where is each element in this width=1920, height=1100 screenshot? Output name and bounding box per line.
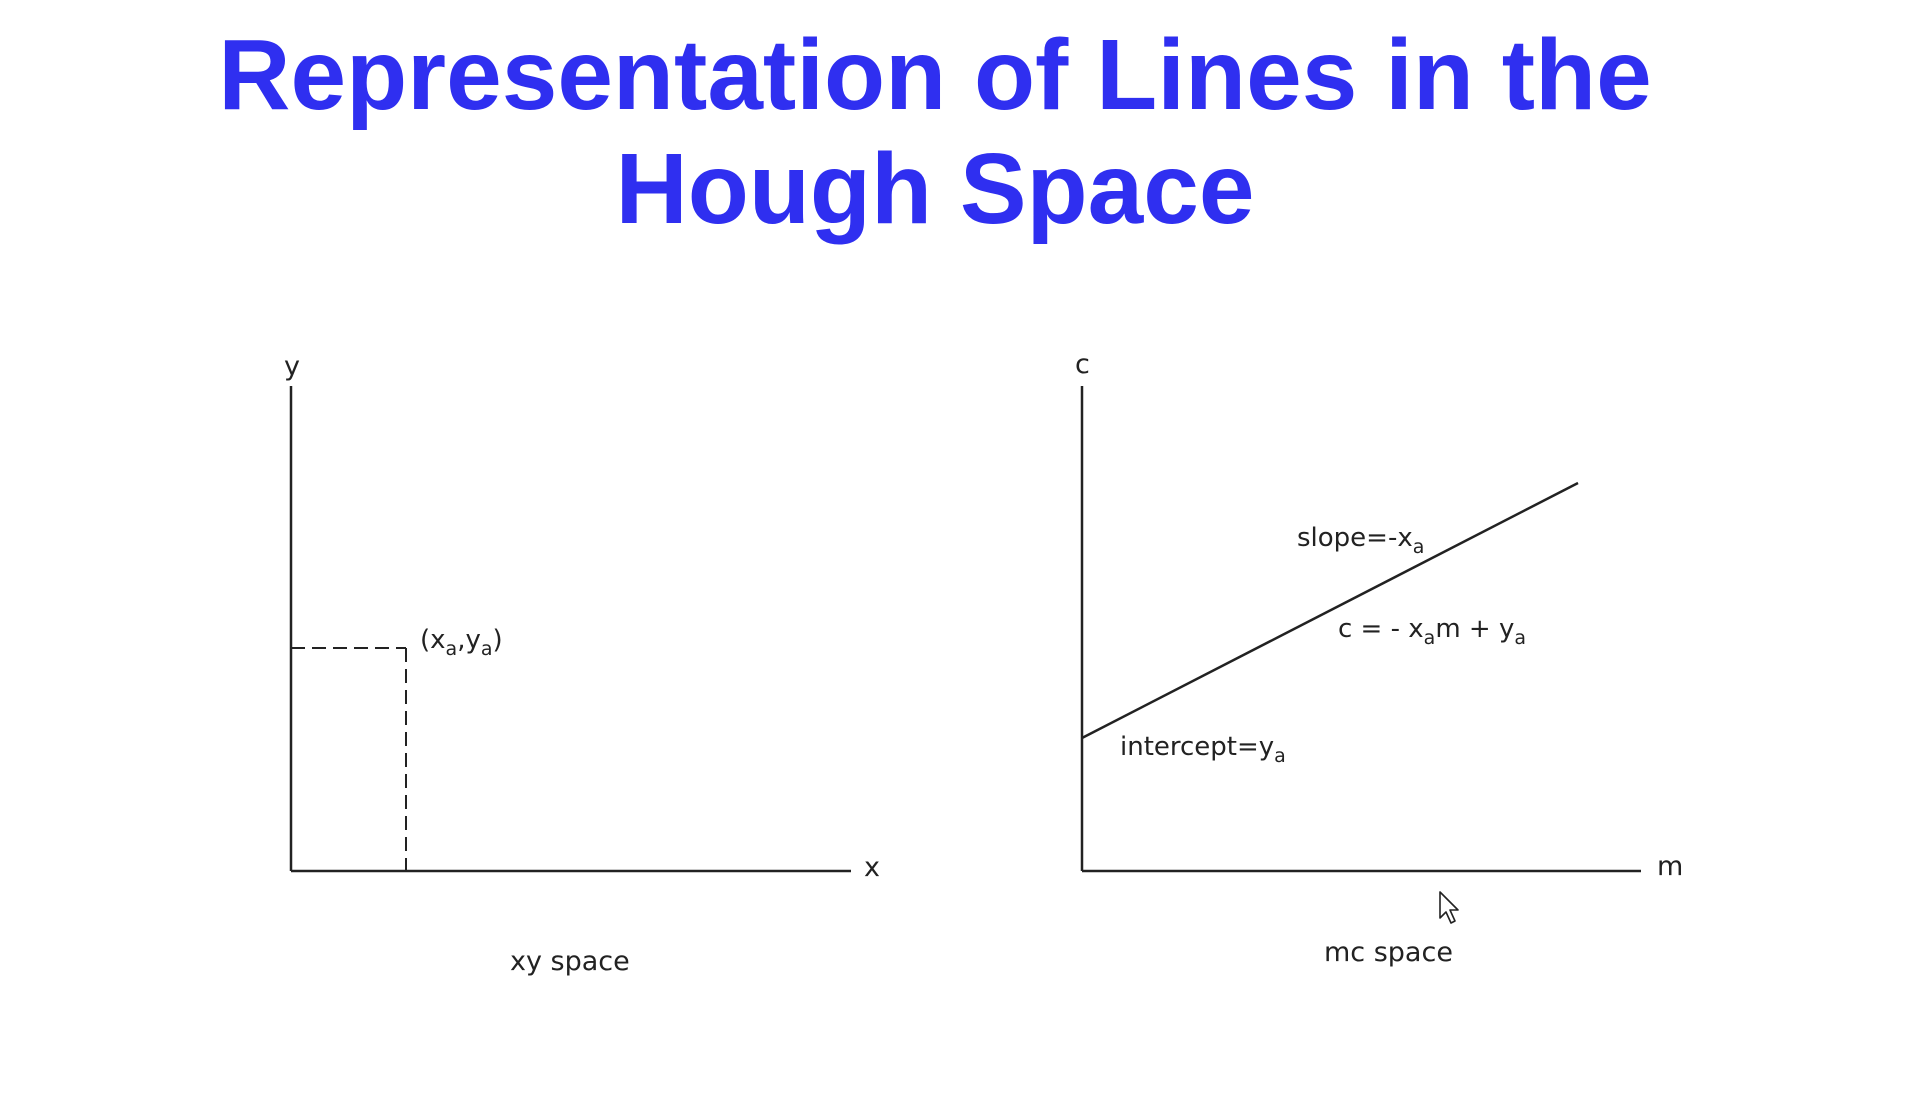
- slope-label-text: slope=-x: [1297, 523, 1413, 553]
- point-label-sub-x: a: [446, 638, 458, 660]
- equation-sub-2: a: [1514, 627, 1526, 649]
- equation-part-1: c = - x: [1338, 614, 1424, 644]
- mc-space-caption: mc space: [1324, 937, 1453, 968]
- xy-space-caption: xy space: [510, 946, 630, 977]
- slide-title-line-1: Representation of Lines in the: [218, 19, 1652, 131]
- intercept-label-sub: a: [1274, 745, 1286, 767]
- xy-y-axis-label: y: [284, 351, 300, 382]
- slide-title: Representation of Lines in the Hough Spa…: [0, 18, 1870, 246]
- point-label-close: ): [493, 625, 503, 655]
- mouse-pointer-icon: [1439, 891, 1459, 924]
- slope-label-sub: a: [1413, 536, 1425, 558]
- point-label-comma: ,y: [457, 625, 481, 655]
- xy-space-panel: y x (xa,ya) xy space: [284, 351, 880, 977]
- intercept-label: intercept=ya: [1120, 732, 1286, 767]
- point-label: (xa,ya): [420, 625, 503, 660]
- intercept-label-text: intercept=y: [1120, 732, 1274, 762]
- mc-m-axis-label: m: [1657, 851, 1683, 882]
- slope-label: slope=-xa: [1297, 523, 1424, 558]
- hough-line: [1081, 481, 1579, 740]
- xy-x-axis-label: x: [864, 852, 880, 883]
- equation-sub-1: a: [1424, 627, 1436, 649]
- point-label-sub-y: a: [481, 638, 493, 660]
- equation-part-2: m + y: [1435, 614, 1514, 644]
- slide-title-line-2: Hough Space: [615, 133, 1255, 245]
- mc-c-axis-label: c: [1075, 349, 1090, 380]
- line-equation-label: c = - xam + ya: [1338, 614, 1526, 649]
- mc-space-panel: c m slope=-xa c = - xam + ya intercept=y…: [1075, 349, 1683, 968]
- point-label-open: (x: [420, 625, 446, 655]
